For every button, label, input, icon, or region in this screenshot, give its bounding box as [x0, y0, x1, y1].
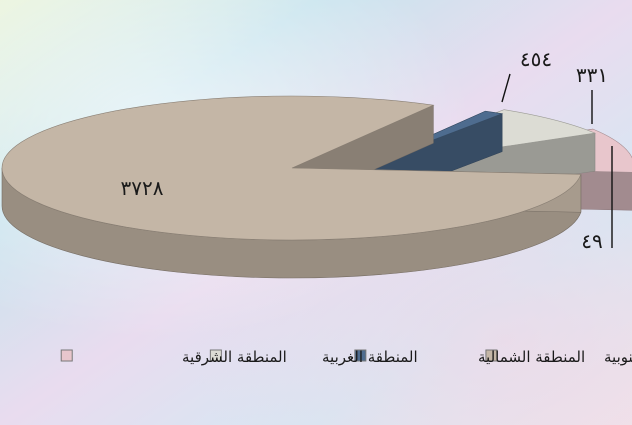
data-label-المنطقة-الشمالية: ٤٩ — [581, 229, 602, 253]
legend-item-المنطقة-الشرقية: المنطقة الشرقية — [60, 348, 287, 366]
legend-item-المنطقة-الغربية-swatch — [209, 349, 222, 362]
slice-المنطقة-الجنوبية-top — [1, 95, 582, 241]
data-label-المنطقة-الشرقية: ٤٥٤ — [520, 47, 552, 71]
legend-item-المنطقة-الجنوبية-swatch — [485, 349, 498, 362]
legend: المنطقة الجنوبية المنطقة الشمالية المنطقة … — [60, 348, 632, 366]
legend-item-المنطقة-الشمالية-label: المنطقة الشمالية — [478, 348, 585, 366]
pie-layer — [1, 95, 632, 279]
legend-item-المنطقة-الشمالية-swatch — [354, 349, 367, 362]
data-label-المنطقة-الغربية: ٣٣١ — [576, 63, 608, 87]
legend-item-المنطقة-الغربية-label: المنطقة الغربية — [322, 348, 418, 366]
data-label-المنطقة-الجنوبية: ٣٧٢٨ — [121, 176, 164, 200]
legend-item-المنطقة-الشمالية: المنطقة الشمالية — [354, 348, 585, 366]
leader-line-east — [501, 73, 511, 103]
legend-item-المنطقة-الشرقية-label: المنطقة الشرقية — [182, 348, 287, 366]
legend-item-المنطقة-الغربية: المنطقة الغربية — [209, 348, 418, 366]
legend-item-المنطقة-الجنوبية-label: المنطقة الجنوبية — [604, 348, 632, 366]
legend-item-المنطقة-الشرقية-swatch — [60, 349, 73, 362]
legend-item-المنطقة-الجنوبية: المنطقة الجنوبية — [485, 348, 632, 366]
slice-المنطقة-الجنوبية — [1, 95, 582, 279]
data-label-layer: ٣٧٢٨ ٤٥٤ ٣٣١ ٤٩ — [121, 47, 613, 253]
